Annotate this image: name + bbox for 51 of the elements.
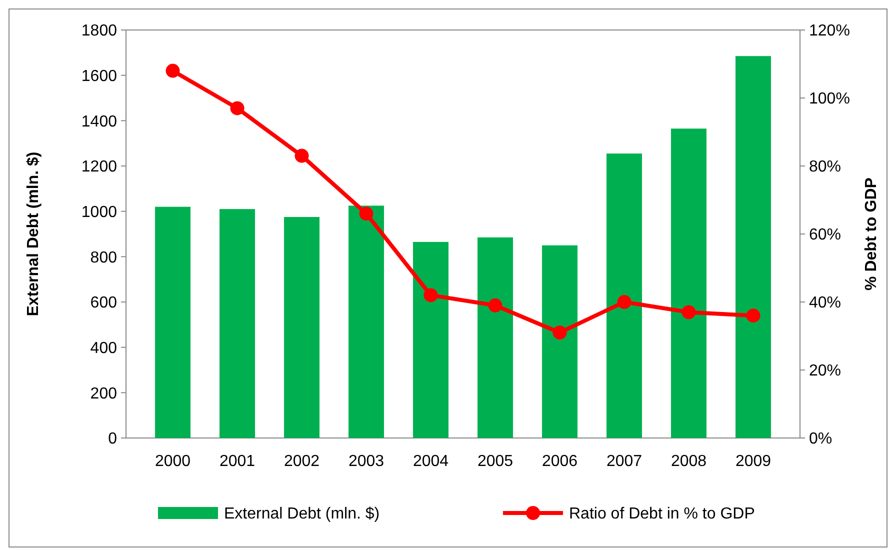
y2-tick-label: 80% <box>809 158 842 176</box>
point <box>488 298 502 312</box>
bar <box>542 245 578 438</box>
x-tick-label: 2009 <box>735 453 772 470</box>
y-tick-label: 1200 <box>81 158 118 176</box>
y2-tick-label: 20% <box>809 362 842 380</box>
bar <box>220 209 255 438</box>
y-tick-label: 400 <box>90 340 118 357</box>
bar <box>478 237 513 438</box>
y-tick-label: 1600 <box>81 68 118 85</box>
y-tick-label: 200 <box>90 385 118 402</box>
bar <box>348 206 384 438</box>
x-tick-label: 2005 <box>477 453 514 470</box>
y-axis-title: External Debt (mln. $) <box>25 152 42 316</box>
point <box>617 295 632 309</box>
point <box>359 206 374 221</box>
y-tick-label: 600 <box>90 294 118 312</box>
bar <box>284 217 320 438</box>
x-tick-label: 2004 <box>412 453 449 470</box>
point <box>552 326 567 340</box>
y2-tick-label: 100% <box>809 90 850 108</box>
bar <box>736 56 771 438</box>
y2-axis-title: % Debt to GDP <box>863 177 880 290</box>
point <box>294 148 309 163</box>
x-tick-label: 2000 <box>154 453 191 470</box>
x-tick-label: 2006 <box>542 453 578 470</box>
y-tick-label: 1000 <box>81 204 118 221</box>
y-tick-label: 1400 <box>81 113 118 130</box>
y-tick-label: 0 <box>108 430 118 448</box>
y2-tick-label: 0% <box>809 430 832 448</box>
x-tick-label: 2007 <box>606 453 642 470</box>
y2-tick-label: 120% <box>809 22 850 40</box>
x-tick-label: 2003 <box>348 453 384 470</box>
point <box>230 101 244 116</box>
y-tick-label: 1800 <box>81 22 118 40</box>
point <box>424 288 438 302</box>
y2-tick-label: 60% <box>809 226 842 244</box>
bar <box>155 206 190 438</box>
x-tick-label: 2008 <box>670 453 707 470</box>
legend-label: External Debt (mln. $) <box>224 506 380 523</box>
bar <box>671 128 706 438</box>
point <box>746 308 760 323</box>
point <box>166 64 180 78</box>
x-tick-label: 2002 <box>284 453 320 470</box>
y2-tick-label: 40% <box>809 294 842 312</box>
y-tick-label: 800 <box>90 249 118 266</box>
point <box>682 305 696 320</box>
x-tick-label: 2001 <box>219 453 256 470</box>
bar <box>413 242 448 438</box>
bar <box>606 154 642 438</box>
legend-label: Ratio of Debt in % to GDP <box>569 506 755 523</box>
